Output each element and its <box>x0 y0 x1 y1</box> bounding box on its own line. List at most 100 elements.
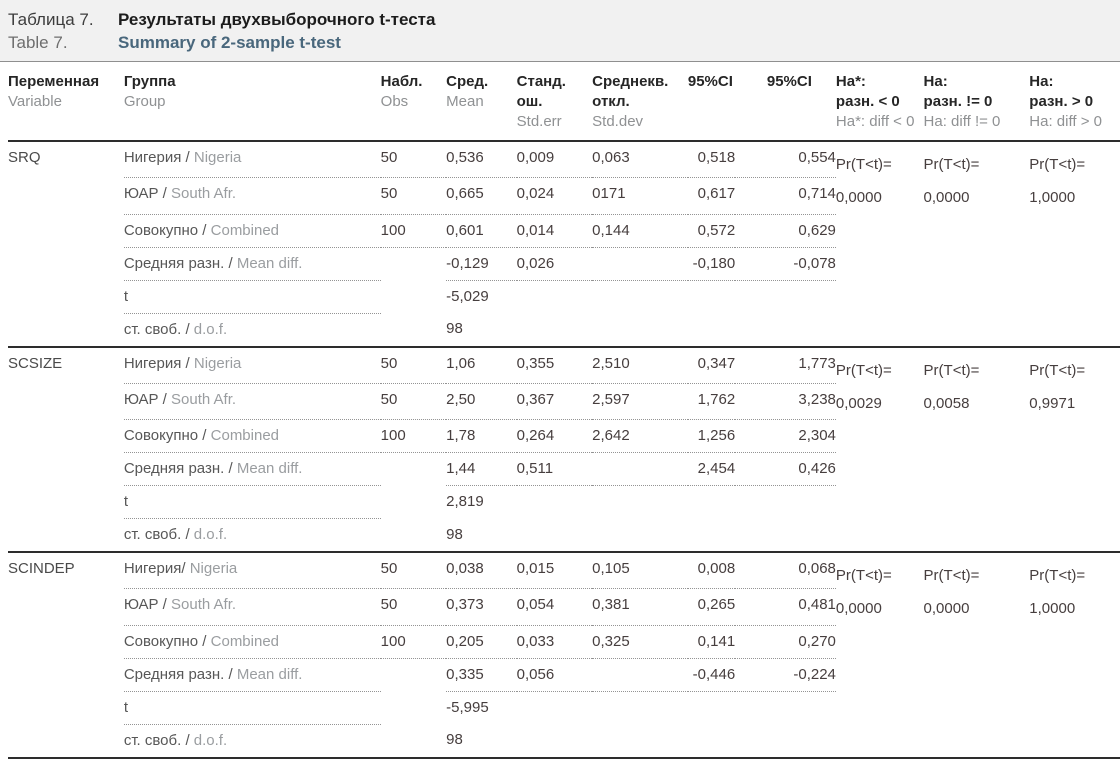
ci-hi-value: -0,224 <box>735 658 836 692</box>
col-header-mean: Сред. Mean <box>446 62 517 142</box>
ci-lo-value: 0,572 <box>687 214 736 248</box>
ha-lt-cell: Pr(T<t)= 0,0029 <box>835 361 892 412</box>
group-label: Совокупно / Combined <box>123 419 381 453</box>
col-header-obs: Набл. Obs <box>380 62 447 142</box>
obs-value <box>381 453 446 486</box>
table-row: t -5,029 <box>8 280 1120 314</box>
ci-hi-value: 0,068 <box>735 552 836 590</box>
group-label: ЮАР / South Afr. <box>123 383 381 421</box>
dof-value: 98 <box>446 724 517 759</box>
table-row: Средняя разн. / Mean diff. 1,44 0,511 2,… <box>8 452 1120 486</box>
t-stat-label: t <box>123 485 381 519</box>
mean-value: 0,373 <box>446 588 517 626</box>
table-row: Средняя разн. / Mean diff. -0,129 0,026 … <box>8 247 1120 281</box>
variable-block-scsize: SCSIZE Нигерия / Nigeria 50 1,06 0,355 2… <box>8 346 1120 553</box>
table-row: Совокупно / Combined 100 0,601 0,014 0,1… <box>8 214 1120 248</box>
stddev-value: 0,105 <box>592 552 688 590</box>
caption-label-ru: Таблица 7. <box>8 10 94 29</box>
obs-value: 100 <box>380 625 447 659</box>
obs-value: 50 <box>380 177 447 215</box>
variable-block-srq: SRQ Нигерия / Nigeria 50 0,536 0,009 0,0… <box>8 141 1120 348</box>
table-row: SRQ Нигерия / Nigeria 50 0,536 0,009 0,0… <box>8 141 1120 348</box>
dof-value: 98 <box>446 518 517 553</box>
caption-title-en: Summary of 2-sample t-test <box>118 33 341 52</box>
stddev-value: 2,510 <box>592 346 688 384</box>
ci-hi-value: 0,554 <box>735 141 836 179</box>
ci-lo-value: 0,617 <box>687 177 736 215</box>
ci-hi-value: 0,481 <box>735 588 836 626</box>
mean-value: 0,205 <box>446 625 517 659</box>
caption-title-ru: Результаты двухвыборочного t-теста <box>118 10 436 29</box>
ci-lo-value: 0,141 <box>687 625 736 659</box>
ttest-results-table: Переменная Variable Группа Group Набл. O… <box>8 62 1120 759</box>
mean-value: 2,50 <box>446 383 517 421</box>
stderr-value: 0,056 <box>516 658 593 692</box>
col-header-ha-ne: Ha: разн. != 0 Ha: diff != 0 <box>923 62 1030 142</box>
stddev-value: 0,325 <box>592 625 688 659</box>
col-header-ha-lt: Ha*: разн. < 0 Ha*: diff < 0 <box>835 62 924 142</box>
caption-label-en: Table 7. <box>8 33 68 52</box>
ci-lo-value: 1,256 <box>687 419 736 453</box>
table-row: ЮАР / South Afr. 50 0,373 0,054 0,381 0,… <box>8 588 1120 626</box>
ci-hi-value: 0,270 <box>735 625 836 659</box>
table-row: t 2,819 <box>8 485 1120 519</box>
stderr-value: 0,024 <box>516 177 593 215</box>
group-label: Совокупно / Combined <box>123 214 381 248</box>
stddev-value: 0,144 <box>592 214 688 248</box>
stderr-value: 0,026 <box>516 247 593 281</box>
obs-value: 100 <box>380 419 447 453</box>
dof-value: 98 <box>446 313 517 348</box>
col-header-stddev: Среднекв. откл. Std.dev <box>592 62 688 142</box>
ci-lo-value: 0,265 <box>687 588 736 626</box>
dof-label: ст. своб. / d.o.f. <box>123 518 381 553</box>
ha-lt-cell: Pr(T<t)= 0,0000 <box>835 567 892 617</box>
ha-gt-cell: Pr(T<t)= 0,9971 <box>1029 361 1086 412</box>
mean-value: 0,536 <box>446 141 517 179</box>
variable-block-scindep: SCINDEP Нигерия/ Nigeria 50 0,038 0,015 … <box>8 552 1120 759</box>
table-row: SCINDEP Нигерия/ Nigeria 50 0,038 0,015 … <box>8 552 1120 759</box>
ha-gt-cell: Pr(T<t)= 1,0000 <box>1029 567 1086 617</box>
ha-gt-cell: Pr(T<t)= 1,0000 <box>1029 156 1086 206</box>
ci-hi-value: 2,304 <box>735 419 836 453</box>
col-header-ci-lo: 95%CI <box>687 62 736 142</box>
stderr-value: 0,009 <box>516 141 593 179</box>
stddev-value: 0171 <box>592 177 688 215</box>
stddev-value <box>592 658 688 692</box>
stderr-value: 0,264 <box>516 419 593 453</box>
ci-lo-value: -0,446 <box>687 658 736 692</box>
table-row: ЮАР / South Afr. 50 2,50 0,367 2,597 1,7… <box>8 383 1120 421</box>
stddev-value <box>592 452 688 486</box>
ha-ne-cell: Pr(T<t)= 0,0058 <box>923 361 980 412</box>
group-label: Совокупно / Combined <box>123 625 381 659</box>
ci-lo-value: 0,518 <box>687 141 736 179</box>
ci-lo-value: 0,347 <box>687 346 736 384</box>
table-row: t -5,995 <box>8 691 1120 725</box>
caption-line-en: Table 7. Summary of 2-sample t-test <box>8 31 1108 54</box>
t-stat-label: t <box>123 280 381 314</box>
ci-hi-value: 3,238 <box>735 383 836 421</box>
group-label: ЮАР / South Afr. <box>123 177 381 215</box>
mean-diff-value: 1,44 <box>446 452 517 486</box>
group-label: Нигерия / Nigeria <box>123 346 381 384</box>
mean-value: 1,06 <box>446 346 517 384</box>
dof-label: ст. своб. / d.o.f. <box>123 313 381 348</box>
table-row: Совокупно / Combined 100 1,78 0,264 2,64… <box>8 419 1120 453</box>
table-row: Совокупно / Combined 100 0,205 0,033 0,3… <box>8 625 1120 659</box>
table-caption: Таблица 7. Результаты двухвыборочного t-… <box>0 0 1120 62</box>
mean-diff-value: -0,129 <box>446 247 517 281</box>
obs-value <box>381 658 446 691</box>
table-row: Средняя разн. / Mean diff. 0,335 0,056 -… <box>8 658 1120 692</box>
ci-hi-value: 0,714 <box>735 177 836 215</box>
stderr-value: 0,014 <box>516 214 593 248</box>
obs-value: 50 <box>380 141 447 179</box>
obs-value: 100 <box>380 214 447 248</box>
stderr-value: 0,511 <box>516 452 593 486</box>
group-label: ЮАР / South Afr. <box>123 588 381 626</box>
variable-name: SCINDEP <box>8 552 124 759</box>
mean-value: 0,038 <box>446 552 517 590</box>
t-stat-value: -5,029 <box>446 287 489 305</box>
group-label: Средняя разн. / Mean diff. <box>123 658 381 692</box>
table-row: ст. своб. / d.o.f. 98 <box>8 518 1120 553</box>
stddev-value: 2,642 <box>592 419 688 453</box>
mean-value: 1,78 <box>446 419 517 453</box>
